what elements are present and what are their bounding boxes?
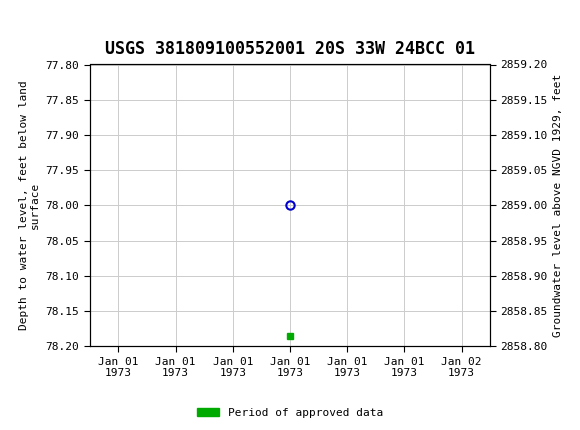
Text: USGS: USGS (38, 12, 102, 33)
Text: USGS 381809100552001 20S 33W 24BCC 01: USGS 381809100552001 20S 33W 24BCC 01 (105, 40, 475, 58)
Legend: Period of approved data: Period of approved data (193, 403, 387, 422)
Y-axis label: Groundwater level above NGVD 1929, feet: Groundwater level above NGVD 1929, feet (553, 74, 563, 337)
Y-axis label: Depth to water level, feet below land
surface: Depth to water level, feet below land su… (19, 80, 40, 330)
